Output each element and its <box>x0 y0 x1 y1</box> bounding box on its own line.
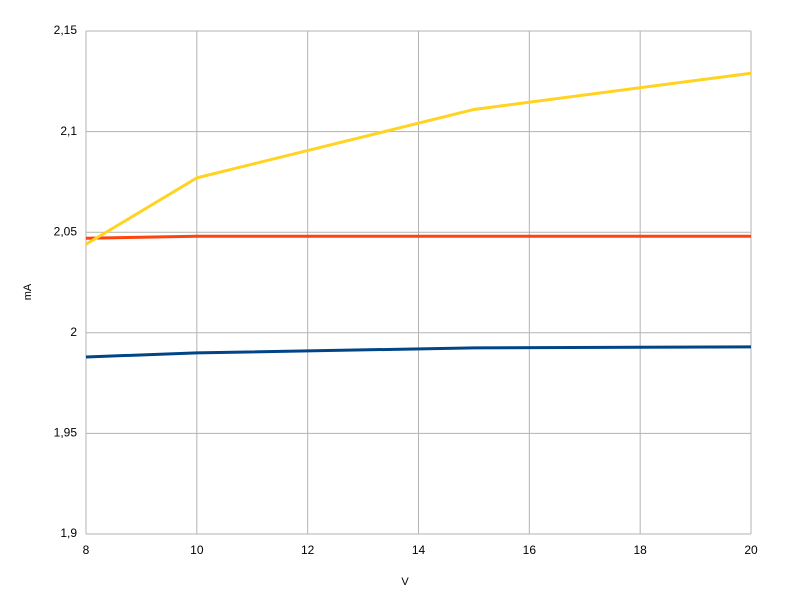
x-tick-label: 12 <box>301 543 315 557</box>
y-tick-label: 2,1 <box>60 124 77 138</box>
x-tick-label: 16 <box>523 543 537 557</box>
x-tick-label: 20 <box>744 543 758 557</box>
y-tick-label: 2,15 <box>54 23 78 37</box>
y-tick-label: 2,05 <box>54 224 78 238</box>
x-tick-label: 8 <box>83 543 90 557</box>
y-tick-label: 2 <box>70 325 77 339</box>
series-line <box>85 345 752 359</box>
x-tick-label: 18 <box>633 543 647 557</box>
y-axis-title: mA <box>22 283 34 300</box>
x-axis-title: V <box>401 576 409 588</box>
y-tick-label: 1,95 <box>54 426 78 440</box>
x-tick-label: 14 <box>412 543 426 557</box>
y-tick-label: 1,9 <box>60 526 77 540</box>
series-line <box>85 71 752 246</box>
series-line <box>85 234 751 240</box>
x-tick-label: 10 <box>190 543 204 557</box>
